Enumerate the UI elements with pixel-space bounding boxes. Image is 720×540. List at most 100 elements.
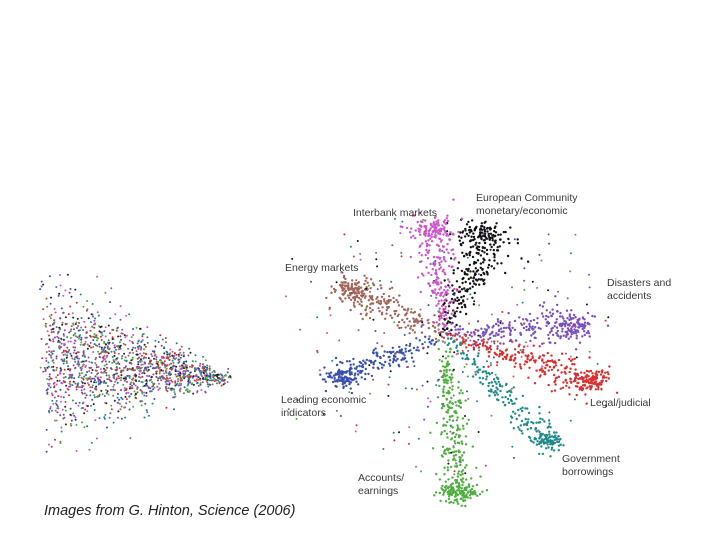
cluster-point: [494, 352, 497, 356]
noise-point: [452, 368, 455, 371]
noise-point: [521, 301, 524, 304]
pca-point: [125, 398, 128, 401]
pca-point: [116, 396, 119, 399]
cluster-point: [559, 387, 562, 390]
pca-point: [160, 344, 163, 347]
pca-point: [128, 387, 131, 390]
pca-point: [95, 437, 98, 440]
pca-point: [104, 389, 107, 391]
noise-point: [310, 280, 312, 283]
cluster-point: [538, 412, 541, 415]
noise-point: [387, 394, 390, 397]
pca-point: [89, 341, 92, 344]
cluster-point: [452, 272, 455, 275]
pca-point: [125, 360, 128, 363]
noise-point: [483, 327, 486, 330]
cluster-point: [435, 220, 438, 223]
cluster-point: [438, 261, 441, 265]
cluster-point: [472, 232, 475, 235]
cluster-point: [379, 300, 383, 303]
cluster-point: [442, 245, 445, 248]
cluster-point: [472, 303, 476, 306]
pca-point: [49, 407, 52, 410]
cluster-point: [597, 370, 601, 374]
pca-point: [40, 338, 43, 340]
cluster-point: [467, 343, 471, 347]
cluster-point: [442, 303, 445, 306]
cluster-point: [360, 300, 363, 303]
cluster-point: [413, 331, 417, 334]
pca-point: [220, 384, 223, 387]
cluster-point: [437, 347, 440, 351]
cluster-point: [565, 381, 569, 384]
pca-point: [69, 383, 72, 386]
noise-point: [400, 255, 403, 258]
noise-point: [391, 244, 394, 247]
pca-point: [208, 367, 211, 370]
cluster-point: [378, 361, 382, 365]
pca-point: [128, 367, 131, 370]
cluster-point: [446, 466, 449, 469]
pca-point: [79, 343, 82, 346]
cluster-point: [449, 333, 452, 337]
cluster-point: [449, 257, 453, 260]
pca-point: [165, 383, 168, 385]
cluster-label-line: Interbank markets: [353, 207, 437, 219]
cluster-point: [342, 276, 346, 279]
pca-point: [83, 375, 86, 378]
noise-point: [462, 230, 465, 233]
pca-point: [96, 373, 98, 376]
cluster-point: [504, 395, 507, 399]
cluster-point: [433, 342, 436, 346]
pca-point: [48, 315, 51, 318]
cluster-point: [497, 324, 500, 327]
cluster-point: [459, 242, 462, 246]
cluster-point: [478, 334, 482, 337]
pca-point: [140, 346, 143, 349]
pca-point: [67, 377, 70, 380]
cluster-point: [334, 356, 338, 360]
cluster-point: [479, 254, 483, 257]
noise-point: [482, 233, 485, 236]
cluster-point: [483, 232, 487, 235]
cluster-point: [475, 341, 478, 344]
cluster-point: [355, 286, 359, 290]
cluster-point: [473, 260, 476, 264]
cluster-point: [448, 376, 452, 379]
cluster-point: [369, 287, 372, 290]
pca-point: [227, 376, 230, 379]
pca-point: [107, 393, 110, 396]
cluster-point: [459, 492, 462, 495]
pca-point: [168, 371, 171, 373]
pca-point: [201, 377, 204, 380]
pca-point: [61, 382, 64, 385]
pca-point: [174, 373, 177, 376]
pca-point: [171, 350, 174, 353]
cluster-point: [372, 366, 375, 369]
pca-point: [103, 330, 106, 333]
noise-point: [463, 365, 466, 368]
cluster-point: [420, 331, 424, 334]
cluster-point: [483, 251, 486, 254]
pca-point: [143, 356, 146, 359]
pca-point: [59, 442, 62, 444]
pca-point: [147, 366, 150, 369]
cluster-point: [454, 495, 457, 498]
cluster-point: [448, 368, 451, 372]
cluster-point: [372, 361, 375, 364]
pca-point: [127, 374, 130, 377]
pca-point: [77, 351, 80, 354]
cluster-point: [477, 368, 481, 371]
cluster-point: [447, 320, 450, 323]
cluster-point: [471, 285, 474, 288]
pca-point: [61, 351, 64, 354]
cluster-point: [462, 491, 466, 495]
cluster-point: [493, 235, 496, 238]
cluster-point: [513, 402, 516, 405]
pca-point: [55, 376, 58, 379]
noise-point: [410, 387, 413, 390]
cluster-point: [505, 326, 508, 330]
pca-point: [211, 379, 214, 382]
cluster-point: [434, 491, 438, 494]
cluster-point: [427, 321, 430, 325]
